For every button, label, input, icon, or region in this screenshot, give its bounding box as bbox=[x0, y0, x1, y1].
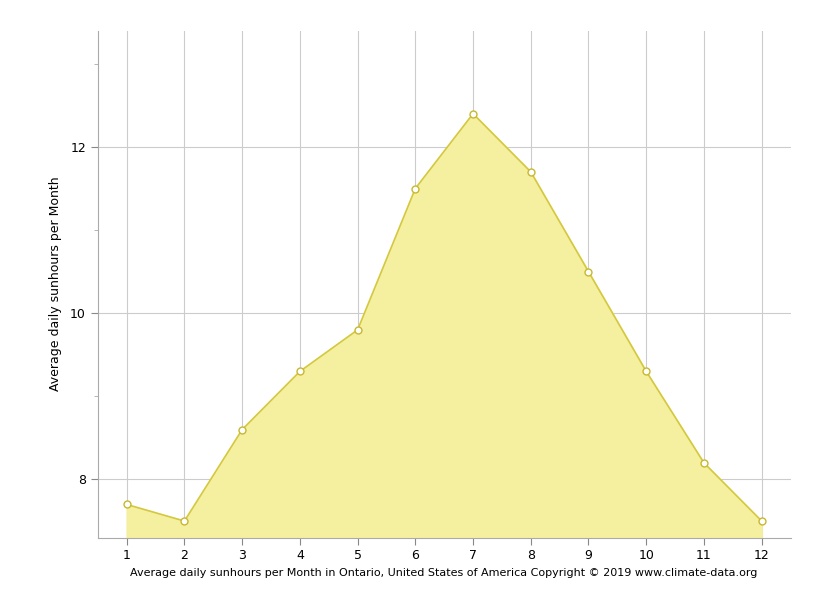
Y-axis label: Average daily sunhours per Month: Average daily sunhours per Month bbox=[49, 177, 62, 392]
X-axis label: Average daily sunhours per Month in Ontario, United States of America Copyright : Average daily sunhours per Month in Onta… bbox=[130, 568, 758, 578]
